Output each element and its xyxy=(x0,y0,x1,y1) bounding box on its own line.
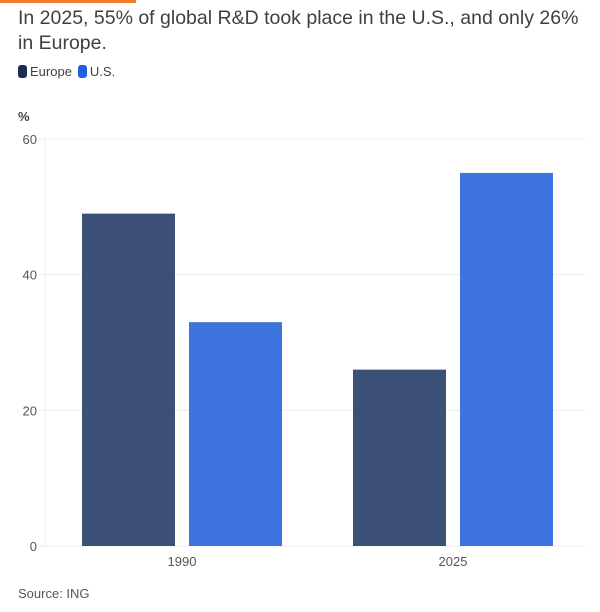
bar-europe-1990 xyxy=(82,213,175,546)
x-tick-label: 1990 xyxy=(168,554,197,569)
legend-label-europe: Europe xyxy=(30,64,72,79)
accent-bar xyxy=(0,0,136,3)
legend-swatch-europe xyxy=(18,65,27,78)
legend: Europe U.S. xyxy=(18,64,121,79)
bar-us-2025 xyxy=(460,172,553,546)
bar-us-1990 xyxy=(189,322,282,546)
y-tick-label: 20 xyxy=(23,403,37,418)
bar-europe-2025 xyxy=(353,369,446,546)
legend-label-us: U.S. xyxy=(89,64,116,79)
y-tick-label: 0 xyxy=(30,539,37,554)
legend-item-us: U.S. xyxy=(77,64,116,79)
source-note: Source: ING xyxy=(18,586,90,601)
legend-item-europe: Europe xyxy=(18,64,72,79)
chart-title: In 2025, 55% of global R&D took place in… xyxy=(18,7,579,54)
x-tick-label: 2025 xyxy=(439,554,468,569)
legend-swatch-us xyxy=(77,65,87,78)
y-axis-unit: % xyxy=(18,109,30,124)
y-tick-label: 40 xyxy=(23,268,37,283)
y-tick-label: 60 xyxy=(23,132,37,147)
